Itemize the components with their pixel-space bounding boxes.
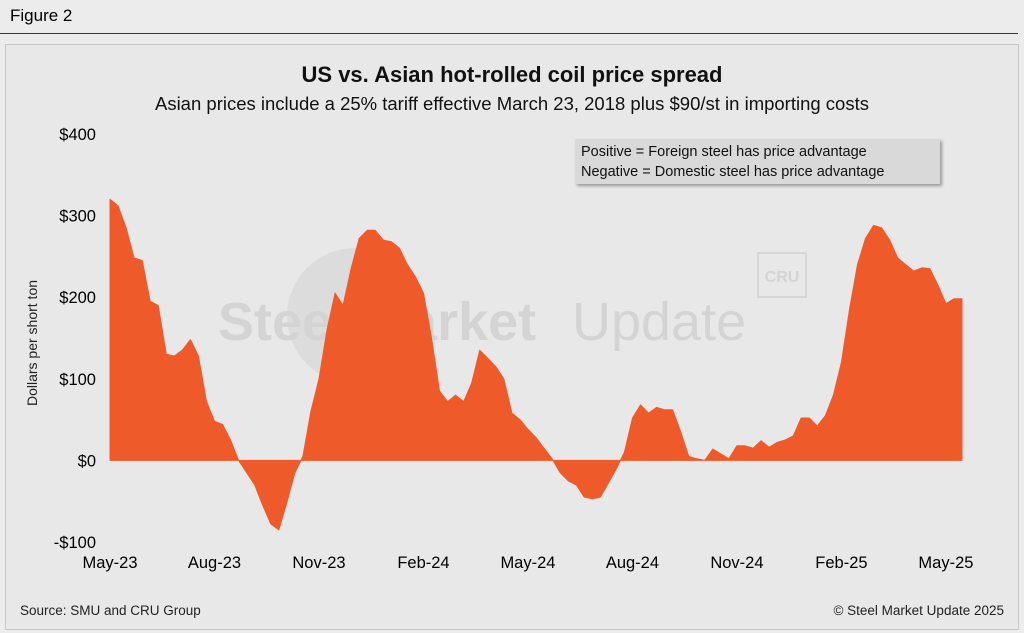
header-divider [0,33,1018,34]
x-axis: May-23 Aug-23 Nov-23 Feb-24 May-24 Aug-24 Nov-… [82,554,973,572]
watermark-badge-icon [757,252,807,298]
x-tick-label: May-24 [500,554,555,572]
series-area [109,198,963,531]
chart-subtitle: Asian prices include a 25% tariff effect… [154,93,869,114]
x-tick-label: May-25 [918,554,973,572]
watermark: Steel Market Update CRU [218,248,807,384]
copyright-note: © Steel Market Update 2025 [833,603,1004,618]
x-tick-label: Aug-23 [188,554,241,572]
x-tick-label: Feb-24 [397,554,449,572]
y-axis: $400 $300 $200 $100 $0 -$100 [54,126,96,552]
chart-title: US vs. Asian hot-rolled coil price sprea… [301,62,723,87]
legend-box: Positive = Foreign steel has price advan… [575,139,940,184]
y-tick-label: $400 [59,126,96,144]
legend-item-negative: Negative = Domestic steel has price adva… [581,164,885,180]
series-area-fill [109,198,963,531]
x-tick-label: May-23 [82,554,137,572]
y-tick-label: $100 [59,371,96,389]
watermark-badge-text: CRU [765,269,800,286]
y-tick-label: $200 [59,289,96,307]
source-note: Source: SMU and CRU Group [20,603,201,618]
y-tick-label: -$100 [54,534,96,552]
watermark-text-light: Update [572,292,746,352]
x-tick-label: Aug-24 [606,554,659,572]
x-tick-label: Nov-23 [292,554,345,572]
y-tick-label: $300 [59,208,96,226]
legend-item-positive: Positive = Foreign steel has price advan… [581,144,867,160]
figure-label: Figure 2 [10,6,73,25]
x-tick-label: Nov-24 [710,554,763,572]
y-tick-label: $0 [78,452,96,470]
x-tick-label: Feb-25 [815,554,867,572]
